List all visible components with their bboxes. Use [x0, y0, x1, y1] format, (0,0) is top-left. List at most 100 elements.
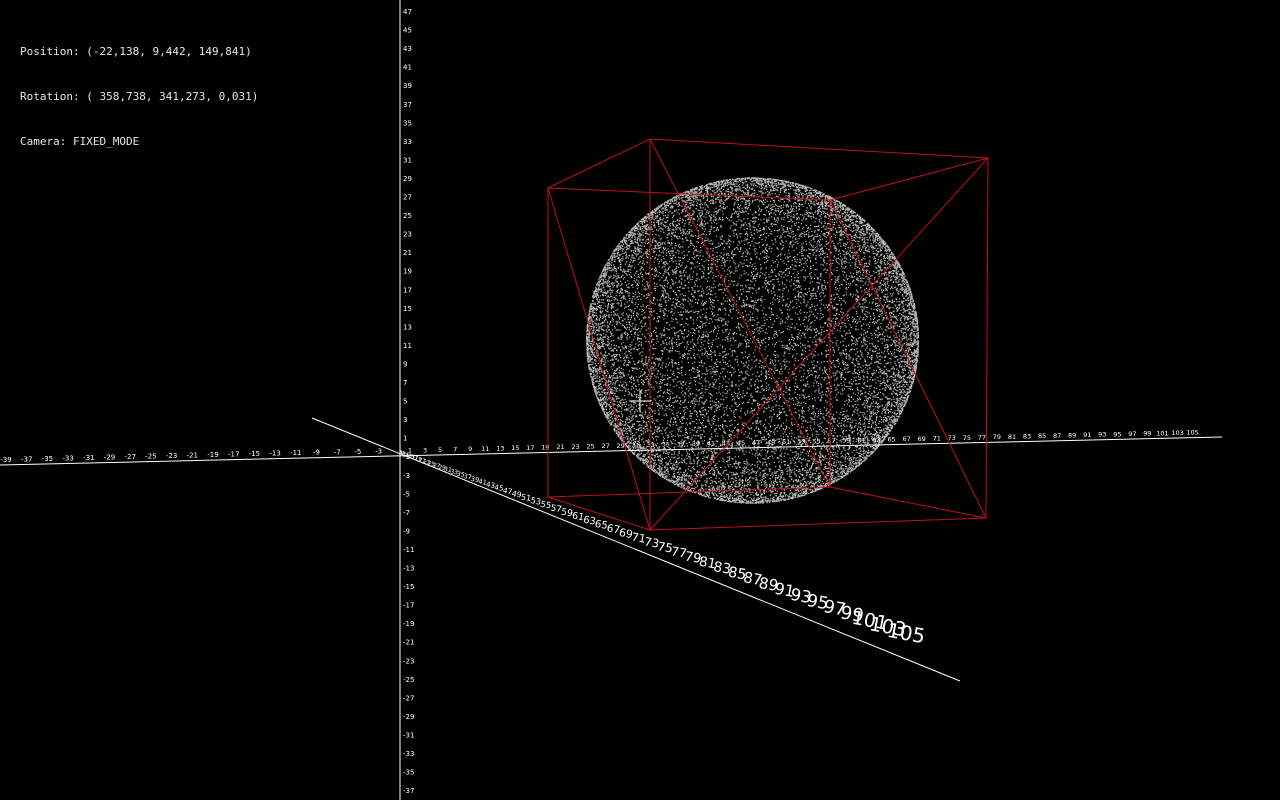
x-axis-tick-label: -19: [207, 451, 218, 459]
x-axis-tick-label: -27: [124, 453, 135, 461]
x-axis-tick-label: 23: [571, 443, 579, 451]
z-axis-tick-label: 97: [822, 597, 848, 621]
y-axis-tick-label: 45: [403, 27, 412, 35]
x-axis-tick-label: 3: [423, 446, 427, 454]
y-axis-tick-label: 37: [403, 101, 412, 109]
z-axis-tick-label: 89: [757, 574, 779, 595]
x-axis-tick-label: 9: [468, 445, 472, 453]
z-axis-tick-label: 49: [511, 489, 522, 500]
x-axis-tick-label: 29: [617, 442, 625, 450]
bbox-edge: [547, 496, 651, 531]
y-axis-tick-label: -33: [403, 750, 414, 758]
bbox-diagonal: [547, 187, 651, 531]
x-axis-tick-label: 71: [933, 435, 941, 443]
bbox-diagonal: [649, 157, 989, 531]
x-axis-tick-label: -15: [249, 450, 260, 458]
y-axis-tick-label: 33: [403, 138, 412, 146]
x-axis-tick-label: -5: [354, 448, 361, 456]
y-axis-tick-label: 31: [403, 156, 412, 164]
x-axis-tick-label: 49: [767, 438, 775, 446]
z-axis-line: [311, 417, 961, 682]
z-axis-tick-label: 75: [656, 539, 674, 555]
x-axis-tick-label: 91: [1083, 431, 1091, 439]
z-axis-tick-label: 91: [773, 579, 796, 601]
x-axis-tick-label: 85: [1038, 432, 1046, 440]
point-cloud-sphere: [586, 177, 920, 504]
x-axis-tick-label: -35: [42, 455, 53, 463]
x-axis-tick-label: -37: [21, 455, 32, 463]
x-axis-tick-label: 11: [481, 445, 489, 453]
y-axis-tick-label: 41: [403, 64, 412, 72]
x-axis-tick-label: 41: [707, 440, 715, 448]
z-axis-tick-label: 67: [606, 522, 621, 536]
z-axis-tick-label: 95: [805, 591, 830, 614]
z-axis-tick-label: 13: [405, 453, 412, 460]
x-axis-tick-label: -25: [145, 453, 156, 461]
x-axis-tick-label: -21: [187, 452, 198, 460]
z-axis-tick-label: 29: [438, 465, 447, 472]
z-axis-tick-label: 79: [684, 549, 703, 567]
x-axis-tick-label: 61: [857, 436, 865, 444]
z-axis-tick-label: 31: [443, 466, 452, 474]
camera-mode-readout: Camera: FIXED_MODE: [20, 135, 140, 148]
x-axis-tick-label: 79: [993, 433, 1001, 441]
z-axis-tick-label: 51: [520, 492, 532, 503]
y-axis-tick-label: 27: [403, 194, 412, 202]
y-axis-tick-label: 13: [403, 323, 412, 331]
z-axis-tick-label: 27: [432, 463, 441, 470]
z-axis-tick-label: 59: [560, 506, 574, 519]
x-axis-tick-label: 5: [438, 446, 442, 454]
x-axis-tick-label: 55: [812, 437, 820, 445]
y-axis-tick-label: -11: [403, 546, 414, 554]
bbox-edge: [829, 157, 989, 201]
x-axis-tick-label: 105: [1186, 429, 1198, 437]
y-axis-tick-label: 21: [403, 249, 412, 257]
x-axis-tick-label: 101: [1156, 429, 1168, 437]
x-axis-tick-label: -29: [104, 453, 115, 461]
z-axis-tick-label: 93: [789, 585, 813, 607]
x-axis-tick-label: 21: [556, 443, 564, 451]
x-axis-tick-label: -9: [313, 449, 320, 457]
y-axis-tick-labels: 4745434139373533312927252321191715131197…: [403, 8, 414, 795]
x-axis-tick-label: 59: [842, 437, 850, 445]
y-axis-tick-label: 17: [403, 286, 412, 294]
y-axis-tick-label: 47: [403, 8, 412, 16]
x-axis-tick-label: 93: [1098, 431, 1106, 439]
x-axis-tick-label: 67: [903, 435, 911, 443]
z-axis-tick-label: 5: [399, 450, 403, 456]
z-axis-tick-label: 15: [408, 454, 416, 461]
y-axis-tick-label: -1: [403, 453, 410, 461]
axes: 4745434139373533312927252321191715131197…: [0, 0, 1223, 800]
bbox-edge: [547, 138, 651, 189]
y-axis-tick-label: -15: [403, 583, 414, 591]
z-axis-tick-label: 45: [494, 483, 505, 493]
y-axis-tick-label: -31: [403, 731, 414, 739]
y-axis-tick-label: 15: [403, 305, 412, 313]
y-axis-tick-label: -37: [403, 787, 414, 795]
bbox-diagonal: [829, 199, 987, 519]
x-axis-tick-label: -33: [62, 454, 73, 462]
y-axis-tick-label: -21: [403, 639, 414, 647]
y-axis-tick-label: 7: [403, 379, 407, 387]
x-axis-tick-label: 15: [511, 444, 519, 452]
z-axis-tick-label: 33: [450, 468, 459, 476]
z-axis-tick-label: 105: [885, 618, 927, 648]
y-axis-tick-label: -35: [403, 769, 414, 777]
x-axis-tick-label: 51: [782, 438, 790, 446]
y-axis-tick-label: -25: [403, 676, 414, 684]
z-axis-tick-label: 99: [839, 602, 865, 627]
position-readout: Position: (-22,138, 9,442, 149,841): [20, 45, 252, 58]
x-axis-tick-label: 39: [692, 440, 700, 448]
point-cloud-points: [586, 177, 920, 504]
x-axis-tick-label: 87: [1053, 432, 1061, 440]
z-axis-tick-label: 83: [712, 559, 732, 578]
x-axis-tick-label: 83: [1023, 432, 1031, 440]
z-axis-tick-label: 19: [414, 456, 422, 463]
z-axis-tick-label: 1: [398, 450, 402, 456]
y-axis-tick-label: -23: [403, 657, 414, 665]
y-axis-tick-label: -19: [403, 620, 414, 628]
z-axis-tick-label: 55: [540, 500, 552, 512]
x-axis-tick-label: 27: [602, 442, 610, 450]
z-axis-tick-label: 23: [423, 459, 431, 466]
